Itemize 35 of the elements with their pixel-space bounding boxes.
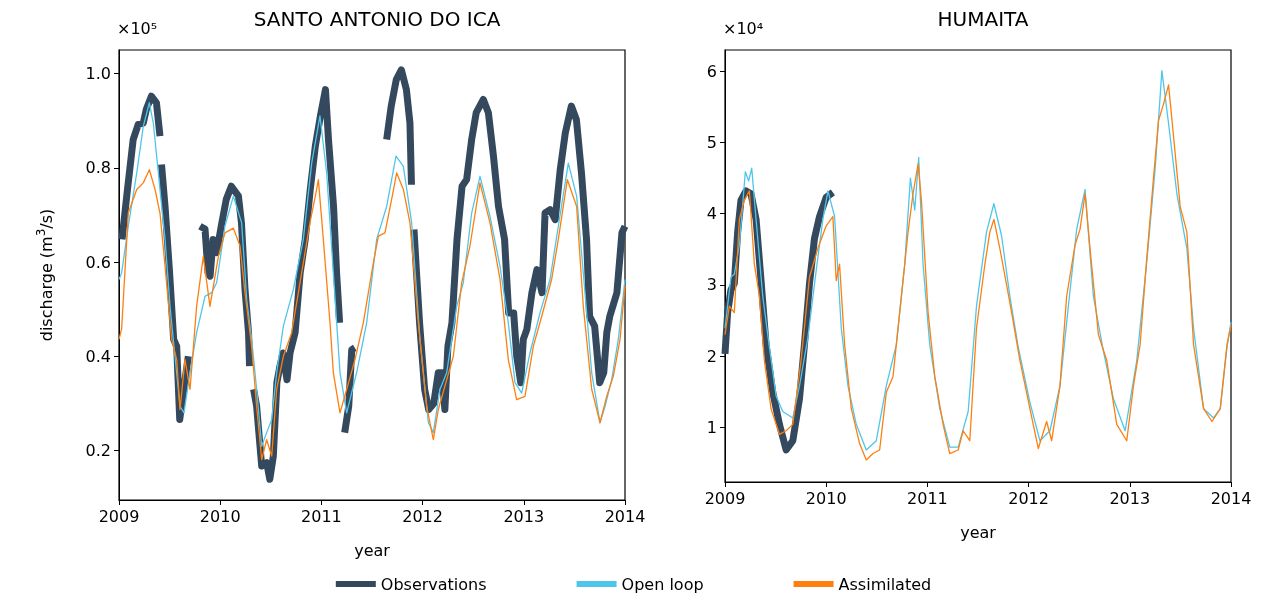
x-tick-label: 2009 — [704, 488, 746, 508]
text: ×10⁴ — [723, 18, 764, 38]
y-tick-label: 4 — [706, 204, 717, 224]
legend-label: Assimilated — [838, 574, 932, 594]
y-tick-label: 0.4 — [85, 346, 111, 366]
y-tick-label: 1 — [706, 417, 717, 437]
x-axis-title: year — [960, 522, 997, 542]
x-tick-label: 2010 — [199, 506, 241, 526]
x-tick-label: 2012 — [1008, 488, 1049, 508]
y-tick-label: 0.8 — [85, 158, 111, 178]
x-tick-label: 2014 — [604, 506, 646, 526]
x-tick-label: 2010 — [805, 488, 847, 508]
x-tick-label: 2011 — [907, 488, 948, 508]
y-tick-label: 0.2 — [85, 441, 111, 461]
y-tick-label: 1.0 — [85, 64, 111, 84]
x-tick-label: 2013 — [503, 506, 545, 526]
y-tick-label: 2 — [706, 346, 717, 366]
x-axis-title: year — [354, 540, 391, 560]
x-tick-label: 2012 — [402, 506, 443, 526]
x-tick-label: 2009 — [98, 506, 140, 526]
x-tick-label: 2011 — [301, 506, 342, 526]
chart-title: HUMAITA — [937, 7, 1029, 31]
y-tick-label: 3 — [706, 275, 717, 295]
line-series — [118, 169, 626, 461]
y-tick-label: 5 — [706, 133, 717, 153]
x-tick-label: 2014 — [1210, 488, 1252, 508]
y-tick-label: 6 — [706, 61, 717, 81]
y-tick-label: 0.6 — [85, 252, 111, 272]
legend-label: Open loop — [621, 574, 704, 594]
text: ×10⁵ — [117, 18, 158, 38]
x-tick-label: 2013 — [1109, 488, 1151, 508]
line-series — [118, 102, 626, 447]
chart-title: SANTO ANTONIO DO ICA — [253, 7, 501, 31]
y-axis-title: discharge (m3/s) — [34, 208, 56, 342]
legend-label: Observations — [380, 574, 487, 594]
